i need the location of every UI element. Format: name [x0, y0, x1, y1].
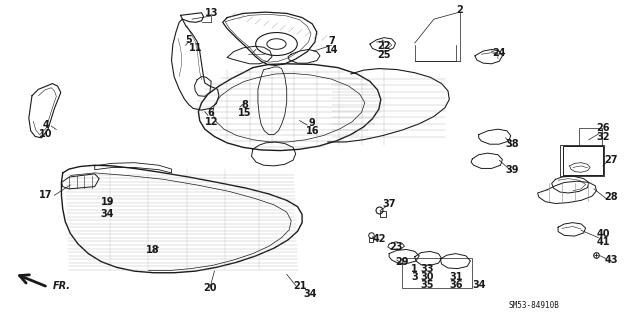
Text: 10: 10: [39, 129, 53, 139]
Text: 15: 15: [237, 108, 252, 118]
Text: 34: 34: [472, 279, 486, 290]
Text: 32: 32: [596, 131, 610, 142]
Text: FR.: FR.: [52, 280, 70, 291]
Text: 21: 21: [292, 280, 307, 291]
Bar: [402, 258, 472, 288]
Text: 37: 37: [382, 198, 396, 209]
Text: 16: 16: [305, 126, 319, 137]
Text: 36: 36: [449, 279, 463, 290]
Text: 26: 26: [596, 123, 610, 133]
Text: 4: 4: [43, 120, 49, 130]
Text: 19: 19: [100, 197, 115, 207]
Text: 17: 17: [39, 190, 53, 200]
Text: 11: 11: [188, 43, 202, 54]
Text: 27: 27: [604, 155, 618, 165]
Text: 34: 34: [303, 289, 317, 299]
Text: 8: 8: [241, 100, 248, 110]
Text: 22: 22: [377, 41, 391, 51]
Text: 20: 20: [203, 283, 217, 293]
Text: 9: 9: [309, 118, 316, 128]
Text: 42: 42: [372, 234, 386, 244]
Text: 43: 43: [604, 255, 618, 265]
Text: 25: 25: [377, 50, 391, 60]
Bar: [563, 146, 603, 175]
Text: 30: 30: [420, 272, 435, 282]
Text: 33: 33: [420, 263, 435, 274]
Text: 7: 7: [328, 36, 335, 47]
Bar: [560, 145, 604, 176]
Text: 23: 23: [388, 242, 403, 252]
Text: 41: 41: [596, 237, 610, 247]
Text: 34: 34: [100, 209, 115, 219]
Text: 39: 39: [505, 165, 519, 175]
Text: 40: 40: [596, 228, 610, 239]
Text: 31: 31: [449, 272, 463, 282]
Text: 24: 24: [492, 48, 506, 58]
Text: 35: 35: [420, 279, 435, 290]
Text: 13: 13: [204, 8, 218, 18]
Text: 29: 29: [395, 257, 409, 267]
Text: 1: 1: [412, 263, 418, 274]
Text: 14: 14: [324, 45, 339, 55]
Text: 2: 2: [456, 5, 463, 15]
Text: SM53-84910B: SM53-84910B: [509, 301, 559, 310]
Text: 5: 5: [186, 35, 192, 45]
Text: 12: 12: [204, 117, 218, 127]
Text: 6: 6: [208, 108, 214, 118]
Text: 38: 38: [505, 139, 519, 149]
Text: 18: 18: [145, 245, 159, 256]
Text: 28: 28: [604, 192, 618, 202]
Text: 3: 3: [412, 272, 418, 282]
